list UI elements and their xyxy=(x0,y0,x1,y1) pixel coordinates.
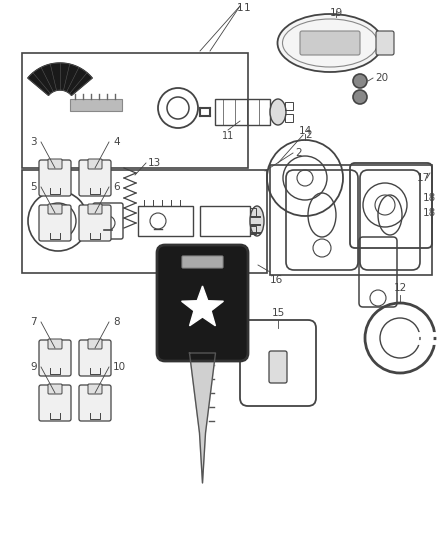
Text: 19: 19 xyxy=(329,8,343,18)
Polygon shape xyxy=(28,63,92,95)
FancyBboxPatch shape xyxy=(39,160,71,196)
Text: 11: 11 xyxy=(222,131,234,141)
FancyBboxPatch shape xyxy=(39,385,71,421)
Bar xyxy=(250,208,256,216)
Bar xyxy=(215,99,270,125)
Text: 7: 7 xyxy=(30,317,37,327)
FancyBboxPatch shape xyxy=(48,204,62,214)
FancyBboxPatch shape xyxy=(157,245,248,361)
Text: 17: 17 xyxy=(417,173,430,183)
Bar xyxy=(285,114,293,122)
FancyBboxPatch shape xyxy=(182,256,223,268)
Text: 12: 12 xyxy=(393,283,406,293)
FancyBboxPatch shape xyxy=(79,160,111,196)
FancyBboxPatch shape xyxy=(79,205,111,241)
Text: 4: 4 xyxy=(113,137,120,147)
Text: 16: 16 xyxy=(270,275,283,285)
FancyBboxPatch shape xyxy=(48,339,62,349)
FancyBboxPatch shape xyxy=(376,31,394,55)
FancyBboxPatch shape xyxy=(88,384,102,394)
Bar xyxy=(90,367,100,374)
FancyBboxPatch shape xyxy=(39,340,71,376)
Bar xyxy=(285,102,293,110)
Bar xyxy=(50,187,60,194)
Text: 5: 5 xyxy=(30,182,37,192)
Polygon shape xyxy=(190,353,215,483)
Bar xyxy=(90,187,100,194)
Circle shape xyxy=(353,90,367,104)
Bar xyxy=(138,206,193,236)
Text: 2: 2 xyxy=(295,148,302,158)
Text: 14: 14 xyxy=(298,126,311,136)
Text: 15: 15 xyxy=(272,308,285,318)
Bar xyxy=(90,232,100,239)
Bar xyxy=(22,53,248,168)
Ellipse shape xyxy=(270,99,286,125)
Text: 8: 8 xyxy=(113,317,120,327)
Text: 1: 1 xyxy=(244,3,251,13)
Text: 20: 20 xyxy=(375,73,388,83)
Bar xyxy=(270,165,432,275)
FancyBboxPatch shape xyxy=(39,205,71,241)
Text: 18: 18 xyxy=(423,193,436,203)
Bar xyxy=(250,226,256,234)
Bar xyxy=(200,206,250,236)
Bar xyxy=(50,412,60,419)
Bar xyxy=(22,170,267,273)
Circle shape xyxy=(353,74,367,88)
Ellipse shape xyxy=(250,206,264,236)
Text: 18: 18 xyxy=(423,208,436,218)
Text: 13: 13 xyxy=(148,158,161,168)
Text: 10: 10 xyxy=(113,362,126,372)
FancyBboxPatch shape xyxy=(70,99,122,111)
Text: 3: 3 xyxy=(30,137,37,147)
Bar xyxy=(50,367,60,374)
FancyBboxPatch shape xyxy=(48,384,62,394)
Text: 9: 9 xyxy=(30,362,37,372)
Polygon shape xyxy=(182,286,223,326)
Text: 2: 2 xyxy=(305,130,311,140)
FancyBboxPatch shape xyxy=(88,204,102,214)
FancyBboxPatch shape xyxy=(79,340,111,376)
FancyBboxPatch shape xyxy=(88,159,102,169)
FancyBboxPatch shape xyxy=(48,159,62,169)
FancyBboxPatch shape xyxy=(300,31,360,55)
Bar xyxy=(90,412,100,419)
FancyBboxPatch shape xyxy=(79,385,111,421)
Ellipse shape xyxy=(278,14,382,72)
FancyBboxPatch shape xyxy=(88,339,102,349)
FancyBboxPatch shape xyxy=(269,351,287,383)
Bar xyxy=(50,232,60,239)
Text: 1: 1 xyxy=(237,3,244,13)
Text: 6: 6 xyxy=(113,182,120,192)
